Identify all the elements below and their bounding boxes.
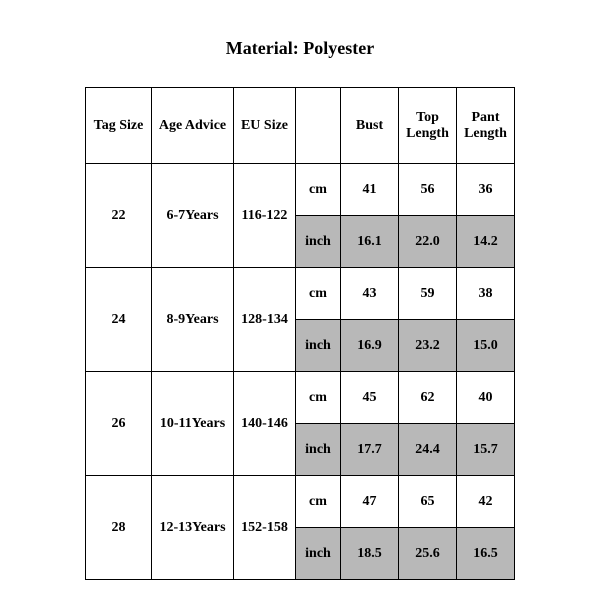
cell-top: 65 <box>399 476 457 528</box>
cell-unit-cm: cm <box>296 164 341 216</box>
col-tag-size: Tag Size <box>86 88 152 164</box>
table-body: 22 6-7Years 116-122 cm 41 56 36 inch 16.… <box>86 164 515 580</box>
table-wrapper: Tag Size Age Advice EU Size Bust Top Len… <box>0 87 600 580</box>
col-age-advice: Age Advice <box>152 88 234 164</box>
col-eu-size: EU Size <box>234 88 296 164</box>
col-top-length: Top Length <box>399 88 457 164</box>
cell-age: 8-9Years <box>152 268 234 372</box>
cell-tag: 26 <box>86 372 152 476</box>
cell-unit-cm: cm <box>296 476 341 528</box>
cell-top: 24.4 <box>399 424 457 476</box>
col-pant-length: Pant Length <box>457 88 515 164</box>
cell-top: 23.2 <box>399 320 457 372</box>
cell-bust: 47 <box>341 476 399 528</box>
cell-eu: 152-158 <box>234 476 296 580</box>
cell-pant: 38 <box>457 268 515 320</box>
cell-age: 12-13Years <box>152 476 234 580</box>
cell-eu: 116-122 <box>234 164 296 268</box>
table-row: 24 8-9Years 128-134 cm 43 59 38 <box>86 268 515 320</box>
cell-bust: 41 <box>341 164 399 216</box>
cell-age: 6-7Years <box>152 164 234 268</box>
cell-pant: 14.2 <box>457 216 515 268</box>
cell-unit-inch: inch <box>296 320 341 372</box>
cell-pant: 42 <box>457 476 515 528</box>
cell-tag: 22 <box>86 164 152 268</box>
cell-top: 22.0 <box>399 216 457 268</box>
cell-bust: 17.7 <box>341 424 399 476</box>
cell-top: 59 <box>399 268 457 320</box>
cell-bust: 45 <box>341 372 399 424</box>
cell-pant: 16.5 <box>457 528 515 580</box>
page-title: Material: Polyester <box>0 0 600 87</box>
cell-eu: 128-134 <box>234 268 296 372</box>
cell-bust: 18.5 <box>341 528 399 580</box>
table-row: 26 10-11Years 140-146 cm 45 62 40 <box>86 372 515 424</box>
cell-unit-inch: inch <box>296 216 341 268</box>
cell-top: 56 <box>399 164 457 216</box>
cell-unit-cm: cm <box>296 372 341 424</box>
cell-tag: 24 <box>86 268 152 372</box>
cell-bust: 43 <box>341 268 399 320</box>
cell-pant: 40 <box>457 372 515 424</box>
size-table: Tag Size Age Advice EU Size Bust Top Len… <box>85 87 515 580</box>
table-row: 22 6-7Years 116-122 cm 41 56 36 <box>86 164 515 216</box>
cell-unit-inch: inch <box>296 424 341 476</box>
col-unit <box>296 88 341 164</box>
cell-pant: 15.0 <box>457 320 515 372</box>
col-bust: Bust <box>341 88 399 164</box>
cell-bust: 16.1 <box>341 216 399 268</box>
cell-age: 10-11Years <box>152 372 234 476</box>
table-row: 28 12-13Years 152-158 cm 47 65 42 <box>86 476 515 528</box>
table-header-row: Tag Size Age Advice EU Size Bust Top Len… <box>86 88 515 164</box>
cell-pant: 15.7 <box>457 424 515 476</box>
cell-top: 62 <box>399 372 457 424</box>
cell-eu: 140-146 <box>234 372 296 476</box>
cell-unit-inch: inch <box>296 528 341 580</box>
cell-top: 25.6 <box>399 528 457 580</box>
cell-unit-cm: cm <box>296 268 341 320</box>
cell-pant: 36 <box>457 164 515 216</box>
cell-tag: 28 <box>86 476 152 580</box>
cell-bust: 16.9 <box>341 320 399 372</box>
